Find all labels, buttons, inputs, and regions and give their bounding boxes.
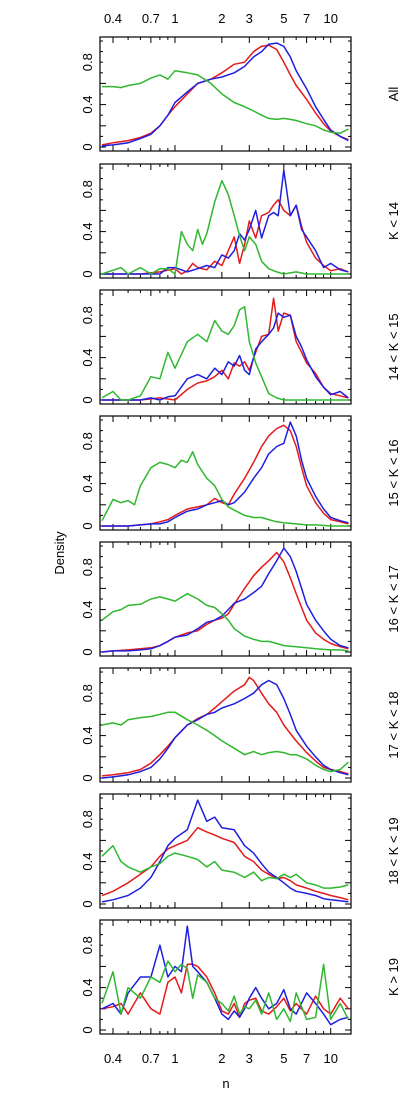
top-x-tick-label: 0.7 bbox=[142, 11, 160, 26]
bottom-x-tick-label: 2 bbox=[218, 1051, 225, 1066]
panel-7: 0 0.4 0.8 18 < K < 19 bbox=[80, 793, 401, 909]
series-line-red bbox=[101, 826, 349, 901]
top-x-tick-label: 2 bbox=[218, 11, 225, 26]
y-tick-label: 0.4 bbox=[80, 349, 95, 367]
series-line-blue bbox=[102, 421, 349, 527]
series-line-blue bbox=[101, 799, 349, 903]
bottom-x-tick-label: 0.7 bbox=[142, 1051, 160, 1066]
series-line-blue bbox=[101, 925, 349, 1026]
bottom-x-tick-label: 7 bbox=[303, 1051, 310, 1066]
y-tick-label: 0.8 bbox=[80, 684, 95, 702]
y-tick-label: 0.8 bbox=[80, 432, 95, 450]
series-line-red bbox=[102, 424, 349, 527]
bottom-x-tick-labels: 0.4 0.7 1 2 3 5 7 10 bbox=[104, 1051, 338, 1066]
y-tick-label: 0.4 bbox=[80, 223, 95, 241]
y-tick-label: 0.4 bbox=[80, 727, 95, 745]
series-line-green bbox=[101, 305, 349, 401]
y-axis-title: Density bbox=[52, 531, 67, 575]
series-line-green bbox=[101, 844, 349, 889]
panel-6: 0 0.4 0.8 17 < K < 18 bbox=[80, 667, 401, 783]
series-line-red bbox=[101, 676, 349, 777]
panel-frame bbox=[99, 793, 352, 909]
panel-label: 14 < K < 15 bbox=[386, 313, 401, 380]
top-x-tick-label: 0.4 bbox=[104, 11, 122, 26]
y-tick-label: 0.8 bbox=[80, 936, 95, 954]
top-x-tick-label: 3 bbox=[246, 11, 253, 26]
y-tick-label: 0.8 bbox=[80, 53, 95, 71]
panel-frame bbox=[99, 919, 352, 1035]
series-line-blue bbox=[102, 169, 349, 275]
y-tick-label: 0 bbox=[80, 1026, 95, 1033]
panel-label: K < 14 bbox=[386, 202, 401, 240]
series-line-red bbox=[101, 551, 349, 653]
y-tick-label: 0.8 bbox=[80, 306, 95, 324]
bottom-x-tick-label: 5 bbox=[280, 1051, 287, 1066]
top-x-tick-label: 7 bbox=[303, 11, 310, 26]
panel-frame bbox=[99, 667, 352, 783]
y-tick-label: 0 bbox=[80, 522, 95, 529]
y-tick-label: 0.8 bbox=[80, 180, 95, 198]
x-axis-title: n bbox=[222, 1076, 229, 1091]
bottom-x-tick-label: 3 bbox=[246, 1051, 253, 1066]
series-line-green bbox=[101, 960, 350, 1023]
top-x-tick-label: 5 bbox=[280, 11, 287, 26]
series-line-green bbox=[101, 179, 349, 275]
y-tick-label: 0.4 bbox=[80, 475, 95, 493]
panel-2: 0 0.4 0.8 K < 14 bbox=[80, 163, 401, 279]
bottom-x-tick-label: 0.4 bbox=[104, 1051, 122, 1066]
y-tick-label: 0.4 bbox=[80, 853, 95, 871]
panel-label: 16 < K < 17 bbox=[386, 565, 401, 632]
panel-label: All bbox=[386, 87, 401, 102]
panels: 0 0.4 0.8 All 0 0.4 0.8 K < 14 0 0.4 0.8 14 < K < 1… bbox=[80, 36, 401, 1035]
panel-8: 0 0.4 0.8 K > 19 bbox=[80, 919, 401, 1035]
bottom-x-tick-label: 10 bbox=[323, 1051, 337, 1066]
series-line-blue bbox=[101, 547, 349, 653]
top-x-tick-labels: 0.4 0.7 1 2 3 5 7 10 bbox=[104, 11, 338, 26]
top-x-tick-label: 1 bbox=[171, 11, 178, 26]
panel-label: 18 < K < 19 bbox=[386, 817, 401, 884]
y-tick-label: 0.4 bbox=[80, 601, 95, 619]
top-x-tick-label: 10 bbox=[323, 11, 337, 26]
bottom-x-tick-label: 1 bbox=[171, 1051, 178, 1066]
series-line-blue bbox=[101, 679, 349, 779]
y-tick-label: 0 bbox=[80, 774, 95, 781]
y-tick-label: 0 bbox=[80, 396, 95, 403]
series-line-red bbox=[102, 199, 349, 275]
series-line-blue bbox=[101, 42, 349, 147]
panel-frame bbox=[99, 289, 352, 405]
panel-frame bbox=[99, 163, 352, 279]
panel-frame bbox=[99, 541, 352, 657]
y-tick-label: 0.4 bbox=[80, 979, 95, 997]
panel-1: 0 0.4 0.8 All bbox=[80, 36, 401, 152]
series-line-red bbox=[101, 963, 349, 1019]
panel-label: 17 < K < 18 bbox=[386, 691, 401, 758]
panel-label: K > 19 bbox=[386, 958, 401, 996]
series-line-red bbox=[102, 297, 349, 401]
panel-frame bbox=[99, 36, 352, 152]
panel-label: 15 < K < 16 bbox=[386, 439, 401, 506]
series-line-green bbox=[101, 451, 349, 527]
y-tick-label: 0 bbox=[80, 270, 95, 277]
series-line-green bbox=[101, 711, 349, 773]
series-line-green bbox=[101, 592, 349, 652]
y-tick-label: 0.8 bbox=[80, 810, 95, 828]
series-line-green bbox=[102, 69, 349, 134]
y-tick-label: 0 bbox=[80, 900, 95, 907]
panel-4: 0 0.4 0.8 15 < K < 16 bbox=[80, 415, 401, 531]
y-tick-label: 0.8 bbox=[80, 558, 95, 576]
y-tick-label: 0 bbox=[80, 143, 95, 150]
y-tick-label: 0.4 bbox=[80, 96, 95, 114]
y-tick-label: 0 bbox=[80, 648, 95, 655]
series-line-red bbox=[101, 44, 349, 146]
panel-5: 0 0.4 0.8 16 < K < 17 bbox=[80, 541, 401, 657]
series-line-blue bbox=[102, 312, 349, 401]
panel-frame bbox=[99, 415, 352, 531]
panel-3: 0 0.4 0.8 14 < K < 15 bbox=[80, 289, 401, 405]
